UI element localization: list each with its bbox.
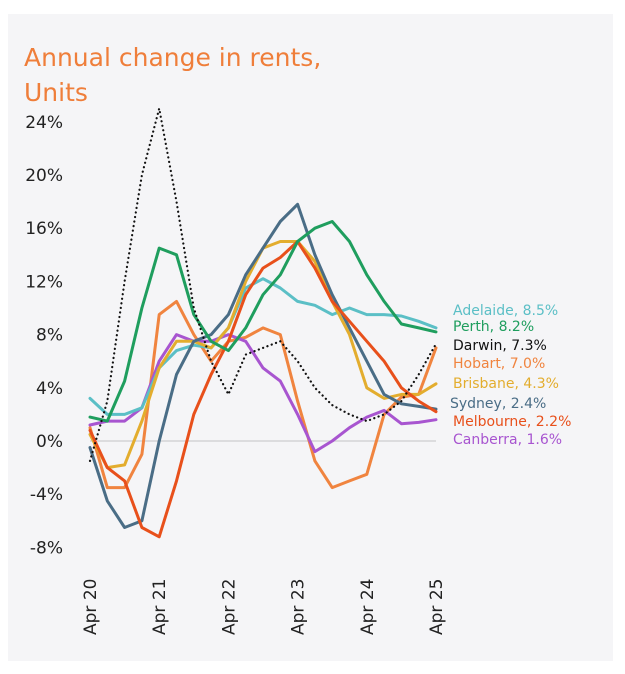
y-tick-label: 24% [25,113,63,133]
chart-title: Annual change in rents, Units [24,40,321,110]
legend-label-adelaide: Adelaide, 8.5% [453,303,558,319]
x-tick-label: Apr 23 [289,579,309,635]
series-line-melbourne [88,240,438,539]
series-lines [88,107,438,539]
series-line-brisbane [88,240,438,470]
y-axis: -8% -4% 0% 4% 8% 12% 16% 20% 24% [25,113,63,559]
x-tick-label: Apr 24 [358,579,378,635]
legend-label-darwin: Darwin, 7.3% [453,338,547,354]
y-tick-label: -8% [30,538,63,558]
chart-title-line-2: Units [24,78,88,107]
legend-label-melbourne: Melbourne, 2.2% [453,414,571,430]
legend-label-canberra: Canberra, 1.6% [453,432,562,448]
y-tick-label: 16% [25,219,63,239]
legend: Adelaide, 8.5%Perth, 8.2% Darwin, 7.3% Hob… [450,303,571,448]
x-tick-label: Apr 20 [81,579,101,635]
series-line-darwin [88,107,438,462]
x-tick-label: Apr 21 [150,579,170,635]
series-line-sydney [88,202,438,529]
y-tick-label: 8% [36,326,63,346]
series-line-adelaide [88,277,438,416]
y-tick-label: 0% [36,432,63,452]
x-tick-label: Apr 22 [219,579,239,635]
chart-panel [8,14,613,661]
x-axis: Apr 20 Apr 21 Apr 22 Apr 23 Apr 24 Apr 25 [81,579,447,635]
legend-label-perth: Perth, 8.2% [453,319,534,335]
legend-label-hobart: Hobart, 7.0% [453,356,545,372]
legend-label-brisbane: Brisbane, 4.3% [453,376,559,392]
legend-label-sydney: Sydney, 2.4% [450,396,546,412]
series-line-perth [88,220,438,423]
y-tick-label: 4% [36,379,63,399]
y-tick-label: 12% [25,272,63,292]
x-tick-label: Apr 25 [427,579,447,635]
chart-title-line-1: Annual change in rents, [24,43,322,72]
y-tick-label: 20% [25,166,63,186]
y-tick-label: -4% [30,485,63,505]
